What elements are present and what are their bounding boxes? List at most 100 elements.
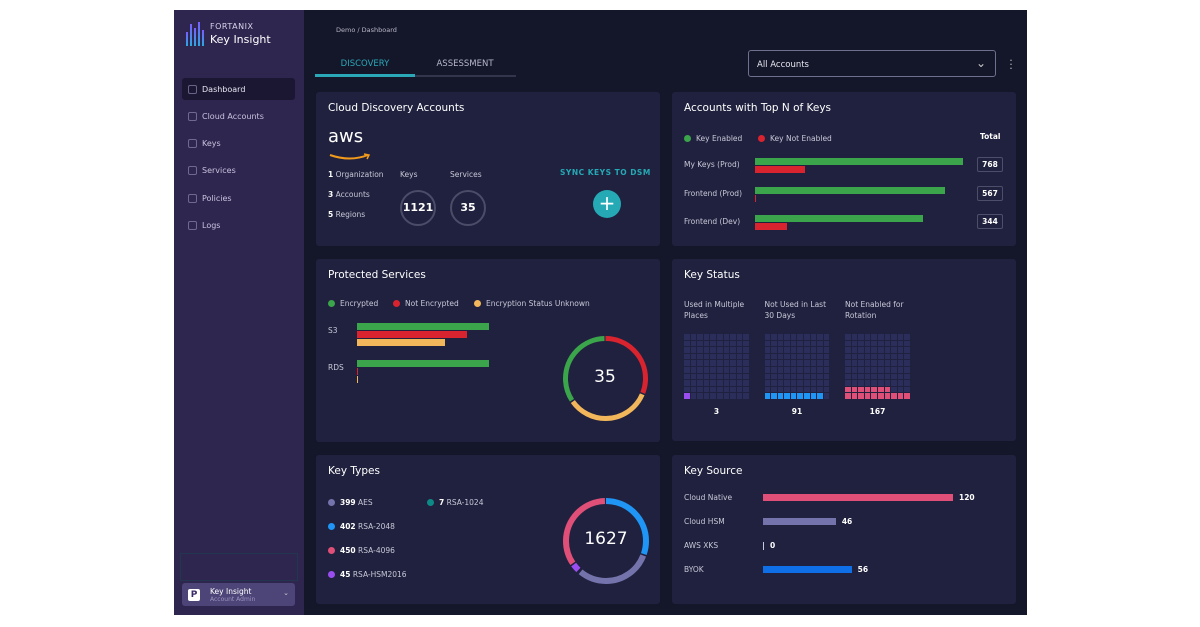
waffle-cell (810, 340, 817, 347)
waffle-cell (810, 393, 817, 399)
sidebar-item-policies[interactable]: Policies (182, 187, 295, 209)
waffle-cell (858, 334, 864, 340)
waffle-cell (884, 373, 891, 380)
logs-icon (188, 220, 197, 230)
sync-keys-button[interactable]: + (593, 190, 621, 218)
waffle-cell (904, 373, 910, 380)
source-value: 56 (857, 565, 869, 574)
more-options-icon[interactable]: · · · (1009, 54, 1013, 75)
waffle-cell (877, 373, 884, 380)
waffle-cell (817, 373, 823, 380)
tab-assessment[interactable]: ASSESSMENT (436, 59, 494, 69)
waffle-cell (897, 360, 904, 366)
waffle-cell (684, 386, 690, 393)
waffle-cell (771, 373, 777, 380)
key-type-label: RSA-HSM2016 (352, 570, 407, 579)
protected-donut (562, 335, 648, 421)
sidebar-item-keys[interactable]: Keys (182, 133, 295, 155)
donut-segment (562, 335, 648, 421)
waffle-cell (858, 353, 864, 360)
stat-accounts: 3 Accounts (328, 190, 370, 199)
key-types-total: 1627 (584, 529, 628, 549)
waffle-cell (716, 366, 723, 373)
waffle-cell (797, 380, 804, 386)
sidebar-item-dashboard[interactable]: Dashboard (182, 78, 295, 100)
waffle-cell (877, 366, 884, 373)
sidebar-item-cloud-accounts[interactable]: Cloud Accounts (182, 105, 295, 127)
waffle-cell (723, 366, 730, 373)
sidebar-item-services[interactable]: Services (182, 160, 295, 182)
bar-source (763, 566, 852, 573)
services-count: 35 (450, 190, 486, 226)
waffle-cell (784, 360, 790, 366)
waffle-cell (771, 353, 777, 360)
waffle-cell (697, 393, 703, 399)
waffle-cell (743, 386, 749, 393)
aws-logo: aws (328, 128, 372, 165)
waffle-cell (871, 393, 877, 399)
waffle-cell (864, 386, 871, 393)
waffle-cell (877, 340, 884, 347)
stat-organization: 1 Organization (328, 170, 384, 179)
total-badge: 567 (977, 185, 1003, 201)
waffle-cell (716, 353, 723, 360)
sidebar-item-logs[interactable]: Logs (182, 214, 295, 236)
waffle-cell (777, 334, 784, 340)
stat-value: 5 (328, 210, 334, 219)
waffle-cell (703, 366, 710, 373)
waffle-cell (730, 334, 736, 340)
card-title: Key Status (684, 269, 740, 281)
waffle-cell (743, 334, 749, 340)
account-select[interactable]: All Accounts ⌄ (748, 50, 996, 77)
waffle-cell (736, 353, 743, 360)
dashboard-icon (188, 84, 197, 94)
service-label: S3 (328, 326, 338, 335)
waffle-cell (810, 353, 817, 360)
waffle-cell (723, 353, 730, 360)
waffle-cell (743, 347, 749, 353)
waffle-cell (845, 334, 851, 340)
sync-keys-label[interactable]: SYNC KEYS TO DSM (560, 168, 651, 177)
waffle-cell (904, 347, 910, 353)
waffle-cell (797, 386, 804, 393)
bar-key-enabled (755, 215, 923, 222)
waffle-cell (871, 386, 877, 393)
waffle-cell (858, 393, 864, 399)
tab-discovery[interactable]: DISCOVERY (315, 57, 415, 77)
bar-source (763, 542, 764, 550)
waffle-cell (710, 334, 716, 340)
avatar: P (188, 588, 200, 601)
waffle-cell (804, 347, 810, 353)
key-source-card: Key Source Cloud Native 120 Cloud HSM 46 AWS… (672, 455, 1016, 604)
legend-encrypted: Encrypted (328, 299, 378, 308)
total-header: Total (980, 132, 1001, 141)
waffle-cell (790, 340, 797, 347)
account-select-value: All Accounts (757, 60, 809, 70)
waffle-cell (716, 386, 723, 393)
waffle-cell (851, 360, 858, 366)
user-menu[interactable]: P Key Insight Account Admin ⌄ (182, 583, 295, 606)
breadcrumb[interactable]: Demo / Dashboard (336, 26, 397, 34)
legend-rsa-2048: 402 RSA-2048 (328, 522, 395, 531)
source-label: AWS XKS (684, 541, 719, 550)
waffle-cell (884, 366, 891, 373)
waffle-cell (804, 353, 810, 360)
waffle-cell (817, 360, 823, 366)
waffle-cell (697, 347, 703, 353)
waffle-cell (823, 334, 830, 340)
waffle-cell (771, 386, 777, 393)
waffle-cell (858, 386, 864, 393)
waffle-cell (897, 334, 904, 340)
total-badge: 768 (977, 157, 1003, 172)
services-icon (188, 166, 197, 176)
waffle-cell (790, 386, 797, 393)
key-status-card: Key Status Used in Multiple Places 3 Not U… (672, 259, 1016, 441)
waffle-cell (864, 366, 871, 373)
waffle-cell (891, 366, 897, 373)
waffle-cell (784, 334, 790, 340)
legend-dot (328, 571, 335, 578)
waffle-cell (877, 334, 884, 340)
waffle-cell (736, 393, 743, 399)
waffle-cell (690, 373, 697, 380)
key-type-count: 450 (340, 546, 356, 555)
